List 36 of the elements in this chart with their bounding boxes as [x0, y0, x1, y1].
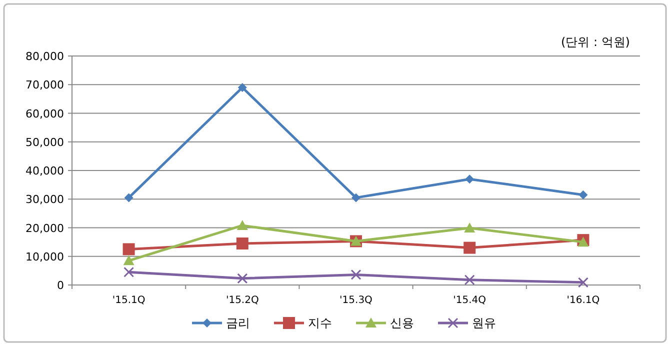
legend-label: 금리 [226, 316, 250, 330]
point [123, 255, 134, 266]
legend-label: 신용 [390, 316, 414, 330]
point [464, 222, 476, 233]
point [237, 273, 248, 284]
y-tick-label: 20,000 [26, 222, 64, 235]
x-tick-label: '15.1Q [112, 295, 146, 306]
x-tick-label: '15.4Q [453, 295, 486, 306]
y-tick-label: 80,000 [26, 50, 64, 63]
point [578, 277, 588, 288]
point [578, 236, 589, 247]
y-tick-label: 0 [57, 279, 64, 292]
point [238, 82, 247, 92]
text: (단위 : 억원) [560, 35, 630, 49]
point [124, 266, 134, 278]
point [464, 274, 475, 286]
y-tick-label: 40,000 [26, 164, 64, 178]
legend-label: 지수 [308, 316, 332, 330]
legend-label: 원유 [472, 316, 496, 330]
x-tick-label: '15.3Q [340, 295, 373, 306]
point [464, 242, 476, 254]
point [578, 190, 588, 200]
point [236, 220, 248, 230]
point [352, 193, 360, 202]
x-tick-label: '15.2Q [226, 295, 259, 306]
y-tick-label: 30,000 [26, 193, 64, 206]
point [236, 237, 248, 250]
point [124, 193, 134, 202]
point [122, 243, 135, 256]
y-tick-label: 50,000 [26, 136, 64, 149]
y-tick-label: 70,000 [26, 78, 64, 92]
y-tick-label: 10,000 [26, 250, 64, 264]
point [350, 269, 362, 280]
y-tick-label: 60,000 [26, 107, 64, 120]
x-tick-label: '16.1Q [566, 295, 600, 306]
point [465, 174, 474, 184]
